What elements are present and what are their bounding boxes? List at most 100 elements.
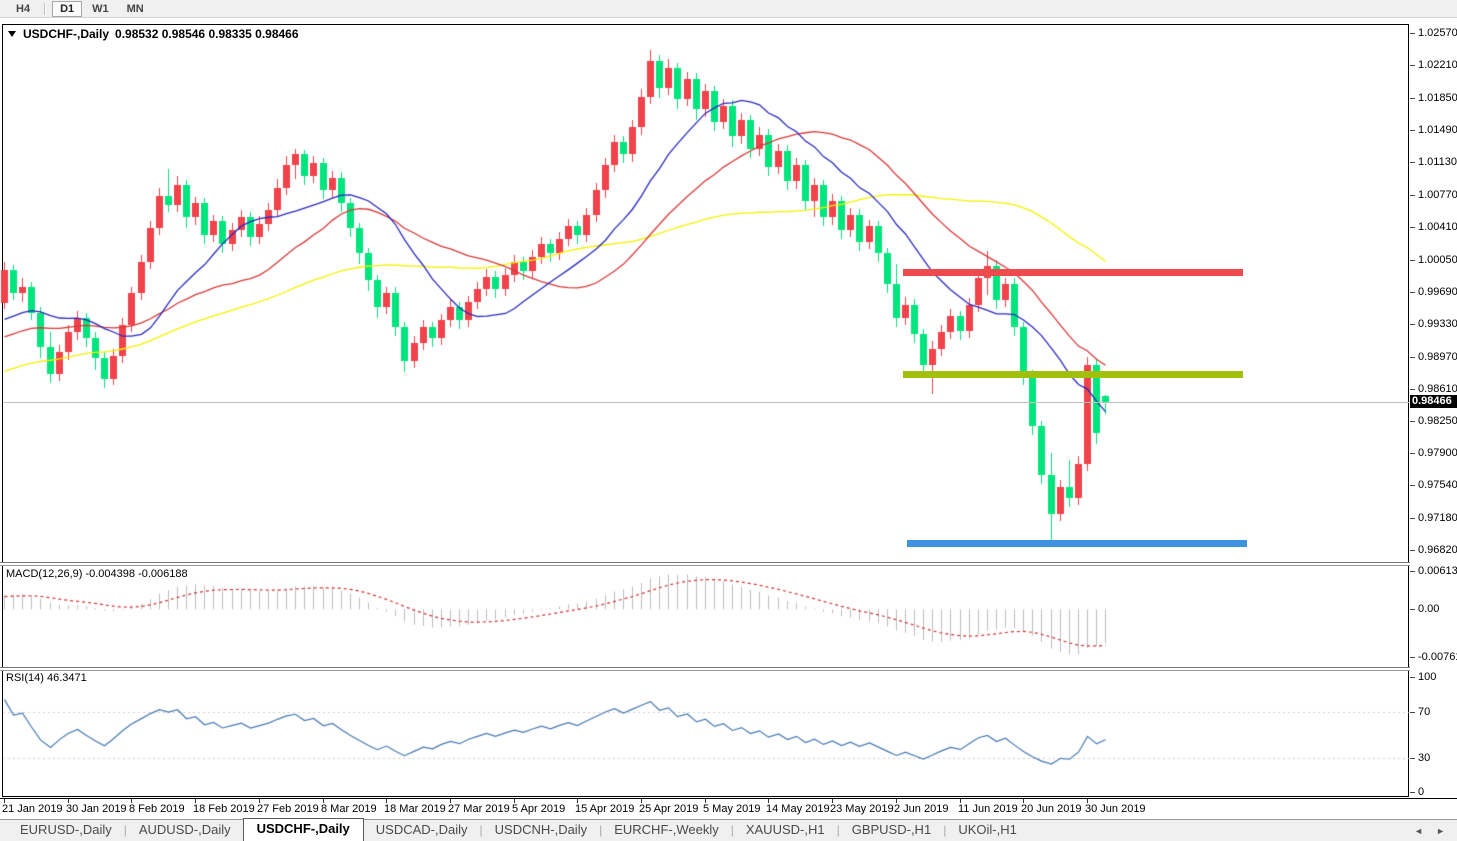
date-axis-tick [577, 799, 578, 803]
chart-title: USDCHF-,Daily 0.98532 0.98546 0.98335 0.… [8, 27, 299, 41]
trendline-support-lower[interactable] [907, 540, 1247, 547]
price-axis-label: 0.97900 [1418, 447, 1457, 459]
price-axis-label: 0.97540 [1418, 479, 1457, 491]
date-axis-tick [4, 799, 5, 803]
chart-tab-audusd-daily[interactable]: AUDUSD-,Daily [138, 822, 231, 837]
price-axis-label: 1.02570 [1418, 27, 1457, 39]
price-axis-label: 1.00770 [1418, 189, 1457, 201]
rsi-axis-label: 30 [1418, 752, 1431, 764]
date-axis-tick [195, 799, 196, 803]
axis-tick [1410, 260, 1415, 261]
price-axis-label: 0.98610 [1418, 383, 1457, 395]
chevron-down-icon[interactable] [8, 31, 16, 37]
axis-tick [1410, 98, 1415, 99]
date-axis-label: 23 May 2019 [830, 803, 894, 815]
axis-tick [1410, 227, 1415, 228]
date-axis-tick [1087, 799, 1088, 803]
price-axis-label: 1.01850 [1418, 92, 1457, 104]
pane-splitter-rsi[interactable] [0, 667, 1457, 671]
price-axis-label: 0.96820 [1418, 544, 1457, 556]
date-axis-label: 18 Feb 2019 [193, 803, 255, 815]
date-axis-label: 15 Apr 2019 [575, 803, 635, 815]
pane-splitter-macd[interactable] [0, 562, 1457, 566]
date-axis-tick [514, 799, 515, 803]
date-axis-label: 30 Jan 2019 [66, 803, 127, 815]
chart-tab-usdcad-daily[interactable]: USDCAD-,Daily [375, 822, 468, 837]
axis-tick [1410, 389, 1415, 390]
axis-tick [1410, 571, 1415, 572]
tab-separator: | [836, 823, 840, 837]
date-axis-label: 21 Jan 2019 [2, 803, 63, 815]
date-axis-label: 5 May 2019 [703, 803, 761, 815]
rsi-axis-label: 100 [1418, 671, 1437, 683]
date-axis-label: 8 Feb 2019 [129, 803, 185, 815]
price-axis-label: 0.99690 [1418, 286, 1457, 298]
chart-symbol-label: USDCHF-,Daily [23, 27, 110, 41]
chart-tab-ukoil-h1[interactable]: UKOil-,H1 [958, 822, 1017, 837]
date-axis-label: 27 Feb 2019 [257, 803, 319, 815]
axis-tick [1410, 421, 1415, 422]
macd-indicator-label: MACD(12,26,9) -0.004398 -0.006188 [6, 568, 188, 580]
date-axis-tick [259, 799, 260, 803]
axis-tick [1410, 292, 1415, 293]
date-axis-label: 14 May 2019 [766, 803, 830, 815]
date-axis-label: 2 Jun 2019 [894, 803, 949, 815]
date-axis-tick [450, 799, 451, 803]
date-axis-label: 20 Jun 2019 [1021, 803, 1082, 815]
axis-tick [1410, 758, 1415, 759]
current-price-line [3, 402, 1409, 403]
date-axis[interactable]: 21 Jan 2019 30 Jan 2019 8 Feb 2019 18 Feb 2… [0, 798, 1457, 819]
date-axis-tick [131, 799, 132, 803]
axis-tick [1410, 65, 1415, 66]
axis-tick [1410, 609, 1415, 610]
price-axis-label: 0.99330 [1418, 318, 1457, 330]
price-axis-label: 1.01490 [1418, 124, 1457, 136]
tab-separator: | [730, 823, 734, 837]
tab-scroll-right-icon[interactable]: ► [1436, 826, 1445, 836]
date-axis-label: 5 Apr 2019 [512, 803, 566, 815]
tab-scroll-left-icon[interactable]: ◄ [1414, 826, 1423, 836]
rsi-axis-label: 70 [1418, 706, 1431, 718]
axis-tick [1410, 550, 1415, 551]
trendline-support-mid[interactable] [903, 371, 1243, 378]
chart-tab-eurchf-weekly[interactable]: EURCHF-,Weekly [614, 822, 719, 837]
axis-tick [1410, 677, 1415, 678]
axis-tick [1410, 33, 1415, 34]
tab-separator: | [123, 823, 127, 837]
chart-tab-eurusd-daily[interactable]: EURUSD-,Daily [20, 822, 112, 837]
tab-separator: | [943, 823, 947, 837]
rsi-axis-label: 0 [1418, 786, 1425, 798]
price-axis-label: 0.97180 [1418, 512, 1457, 524]
current-price-tag: 0.98466 [1410, 395, 1457, 408]
price-axis-label: 1.02210 [1418, 59, 1457, 71]
date-axis-label: 11 Jun 2019 [958, 803, 1018, 815]
chart-tab-usdcnh-daily[interactable]: USDCNH-,Daily [494, 822, 588, 837]
axis-tick [1410, 712, 1415, 713]
axis-tick [1410, 324, 1415, 325]
date-axis-tick [832, 799, 833, 803]
date-axis-tick [1023, 799, 1024, 803]
chart-tab-usdchf-daily[interactable]: USDCHF-,Daily [242, 818, 364, 841]
axis-tick [1410, 162, 1415, 163]
trendline-resistance-upper[interactable] [903, 269, 1243, 276]
tab-separator: | [479, 823, 483, 837]
price-axis[interactable]: 0.98466 1.02570 1.02210 1.01850 1.01490 1.01… [1410, 20, 1457, 798]
chart-tab-gbpusd-h1[interactable]: GBPUSD-,H1 [851, 822, 932, 837]
axis-tick [1410, 657, 1415, 658]
axis-tick [1410, 485, 1415, 486]
axis-tick [1410, 357, 1415, 358]
axis-tick [1410, 792, 1415, 793]
macd-axis-label: 0.00613 [1418, 565, 1457, 577]
date-axis-label: 8 Mar 2019 [321, 803, 377, 815]
axis-tick [1410, 518, 1415, 519]
date-axis-label: 30 Jun 2019 [1085, 803, 1146, 815]
chart-tab-xauusd-h1[interactable]: XAUUSD-,H1 [745, 822, 825, 837]
date-axis-tick [641, 799, 642, 803]
date-axis-tick [68, 799, 69, 803]
price-axis-label: 0.98970 [1418, 351, 1457, 363]
date-axis-label: 18 Mar 2019 [384, 803, 446, 815]
date-axis-label: 27 Mar 2019 [448, 803, 510, 815]
